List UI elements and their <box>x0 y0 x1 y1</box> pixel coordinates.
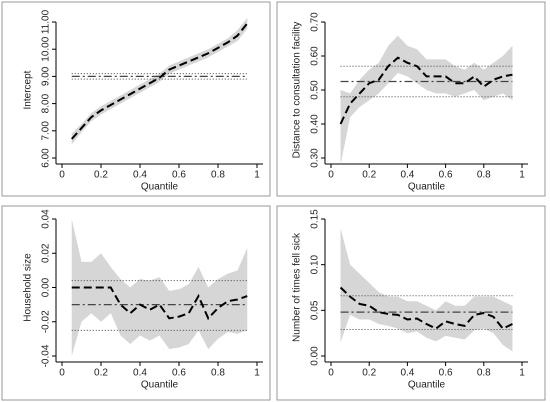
x-tick-label: 0 <box>59 170 65 181</box>
x-tick-label: 0 <box>59 368 65 379</box>
x-tick-label: 0.6 <box>439 368 453 379</box>
y-tick-label: 0.60 <box>310 46 321 66</box>
y-tick-label: -0.04 <box>41 344 52 367</box>
y-axis-label: Distance to consultation facility <box>292 22 303 159</box>
x-tick-label: 0.4 <box>400 368 414 379</box>
y-axis-label: Intercept <box>23 70 34 109</box>
x-axis-label: Quantile <box>141 182 179 193</box>
y-tick-label: 0.15 <box>310 209 321 229</box>
x-tick-label: 0.8 <box>477 170 491 181</box>
y-tick-label: 0.30 <box>310 148 321 168</box>
quantile-estimate-line <box>71 22 249 140</box>
x-tick-label: 0.6 <box>172 368 186 379</box>
y-tick-label: 0.50 <box>310 80 321 100</box>
y-tick-label: 7.00 <box>41 121 52 141</box>
x-tick-label: 0.8 <box>477 368 491 379</box>
x-tick-label: 0.2 <box>362 170 376 181</box>
quantile-estimate-line <box>71 286 248 321</box>
y-tick-label: 0.05 <box>310 300 321 320</box>
x-tick-label: 0.8 <box>211 170 225 181</box>
y-tick-label: 6.00 <box>41 148 52 168</box>
x-tick-label: 1 <box>254 170 260 181</box>
y-tick-label: 0.04 <box>41 209 52 229</box>
y-tick-label: 0.10 <box>310 254 321 274</box>
y-tick-label: 9.00 <box>41 66 52 86</box>
panel-frame <box>276 205 546 401</box>
y-tick-label: 10.00 <box>41 36 52 61</box>
x-axis-label: Quantile <box>141 380 179 391</box>
x-tick-label: 0.4 <box>400 170 414 181</box>
confidence-band <box>71 17 248 145</box>
confidence-band <box>340 35 513 165</box>
confidence-band <box>71 219 248 356</box>
panel-frame <box>1 1 271 197</box>
x-tick-label: 1 <box>519 170 525 181</box>
quantile-estimate-line <box>339 56 513 125</box>
quantile-estimate-line <box>339 286 513 330</box>
y-tick-label: 8.00 <box>41 93 52 113</box>
panel-frame <box>1 205 271 401</box>
y-axis-label: Number of times fell sick <box>292 232 303 342</box>
y-tick-label: 0.70 <box>310 12 321 32</box>
y-axis-label: Household size <box>23 253 34 322</box>
x-tick-label: 0.8 <box>211 368 225 379</box>
x-tick-label: 0 <box>328 368 334 379</box>
x-tick-label: 0.2 <box>94 170 108 181</box>
panel-frame <box>276 1 546 197</box>
x-tick-label: 1 <box>519 368 525 379</box>
y-tick-label: -0.02 <box>41 310 52 333</box>
x-axis-label: Quantile <box>408 182 446 193</box>
x-axis-label: Quantile <box>408 380 446 391</box>
x-tick-label: 0 <box>328 170 334 181</box>
y-tick-label: 0.00 <box>41 277 52 297</box>
x-tick-label: 0.4 <box>133 368 147 379</box>
y-tick-label: 0.02 <box>41 243 52 263</box>
x-tick-label: 1 <box>254 368 260 379</box>
y-tick-label: 11.00 <box>41 9 52 34</box>
y-tick-label: 0.00 <box>310 346 321 366</box>
x-tick-label: 0.6 <box>172 170 186 181</box>
x-tick-label: 0.2 <box>94 368 108 379</box>
x-tick-label: 0.6 <box>439 170 453 181</box>
x-tick-label: 0.2 <box>362 368 376 379</box>
y-tick-label: 0.40 <box>310 114 321 134</box>
x-tick-label: 0.4 <box>133 170 147 181</box>
